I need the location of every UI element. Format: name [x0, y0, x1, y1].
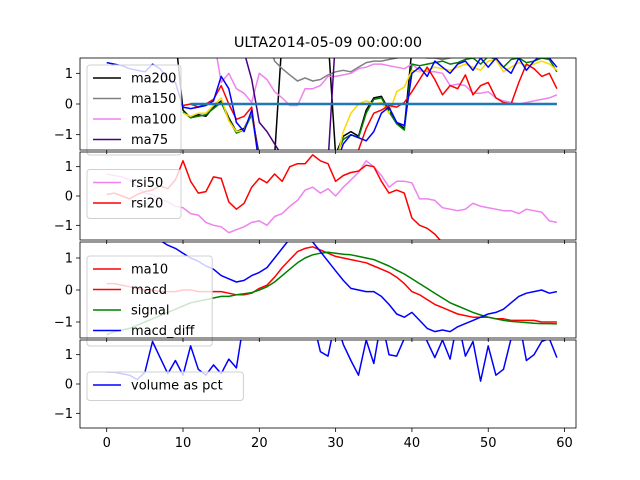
legend-label: macd: [131, 283, 167, 298]
legend-frame: [86, 255, 213, 347]
subplots: −101 ma200ma150ma100ma75−101rsi50rsi20−10…: [54, 57, 577, 432]
y-tick-label: 1: [65, 67, 73, 82]
series-line-close: [106, 58, 558, 150]
x-tick-label: 60: [556, 436, 573, 451]
y-tick-label: 0: [65, 284, 73, 299]
legend-label: ma200: [131, 72, 176, 87]
legend-label: ma100: [131, 113, 176, 128]
axes-frame: [79, 57, 577, 151]
series-line-macd_diff: [161, 242, 558, 333]
x-tick-label: 50: [480, 436, 497, 451]
y-tick-label: 1: [65, 348, 73, 363]
series-line-ma150: [272, 58, 454, 82]
legend: ma200 ma150 ma100 ma75: [86, 64, 182, 156]
y-tick-label: 1: [65, 160, 73, 175]
legend: ma10 macd signal macd_diff: [86, 255, 213, 347]
series-group: [106, 58, 558, 150]
y-tick-label: −1: [54, 407, 73, 422]
y-tick-label: 1: [65, 252, 73, 267]
x-axis: 0 10 20 30 40 50 60: [103, 436, 573, 451]
y-tick-label: −1: [54, 128, 73, 143]
axes-frame: [79, 339, 577, 429]
y-tick-label: 0: [65, 378, 73, 393]
series-line-rsi50: [106, 160, 558, 234]
legend: volume as pct: [86, 371, 244, 401]
legend-label: rsi20: [131, 197, 163, 212]
series-line-ma75: [245, 58, 336, 150]
legend-label: rsi50: [131, 176, 163, 191]
series-line-ma10: [182, 63, 558, 150]
axes-frame: [79, 241, 577, 339]
subplot-4: −1 0 1 volume as pct: [54, 339, 577, 432]
legend-frame: [86, 64, 182, 156]
series-line-ma100: [216, 58, 558, 107]
series-line-rsi20: [106, 154, 441, 240]
legend: rsi50 rsi20: [86, 169, 182, 219]
subplot-3: −1 0 1 ma10 macd signal macd_diff: [54, 241, 577, 347]
x-tick-label: 10: [175, 436, 192, 451]
legend-label: macd_diff: [131, 324, 195, 339]
y-tick-label: −1: [54, 219, 73, 234]
legend-label: volume as pct: [131, 379, 223, 394]
legend-label: signal: [131, 304, 169, 319]
subplot-2: −1 0 1 rsi50 rsi20: [54, 151, 577, 244]
chart-title: ULTA2014-05-09 00:00:00: [234, 35, 422, 51]
legend-label: ma150: [131, 92, 176, 107]
y-tick-label: 0: [65, 190, 73, 205]
axes-frame: [79, 151, 577, 241]
y-tick-label: −1: [54, 316, 73, 331]
y-tick-label: 0: [65, 98, 73, 113]
legend-frame: [86, 371, 244, 401]
legend-label: ma75: [131, 133, 168, 148]
x-tick-label: 30: [327, 436, 344, 451]
x-tick-label: 20: [251, 436, 268, 451]
x-tick-label: 0: [103, 436, 111, 451]
legend-label: ma10: [131, 263, 168, 278]
subplot-1: −1 0 1 ma200 ma150 ma100 ma75: [54, 57, 577, 156]
series-group: [106, 154, 558, 240]
x-tick-label: 40: [404, 436, 421, 451]
